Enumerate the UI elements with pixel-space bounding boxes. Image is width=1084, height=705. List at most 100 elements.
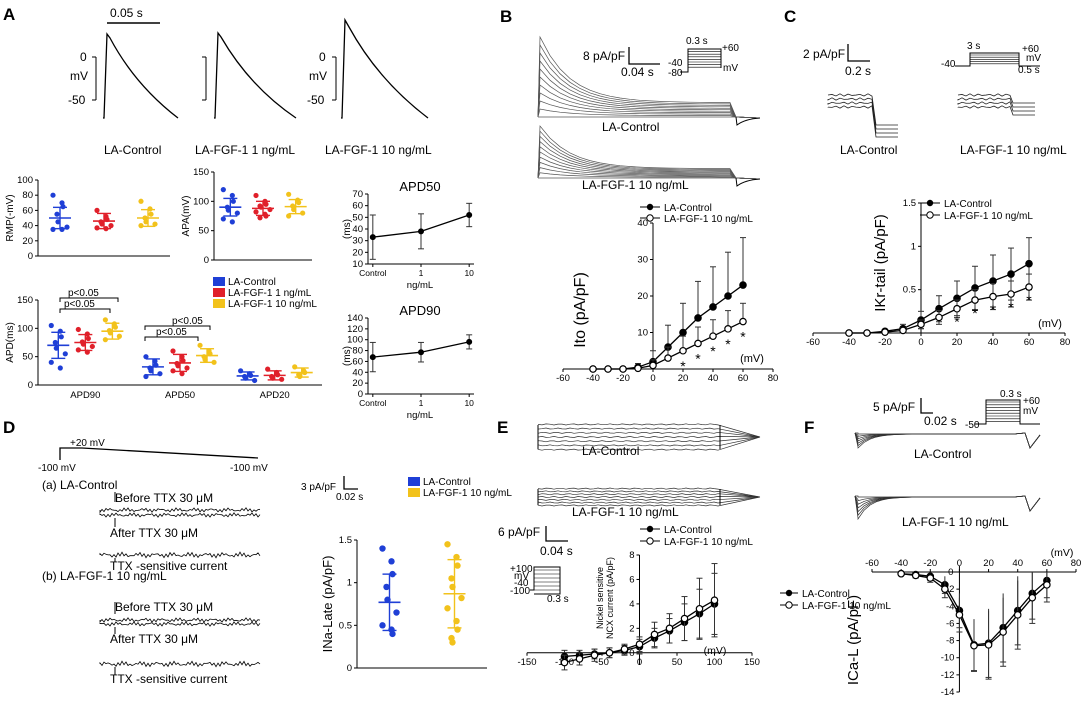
y-tick-label: 20 xyxy=(637,291,648,302)
significance-star: * xyxy=(1008,299,1014,315)
series-marker xyxy=(724,325,732,333)
current-trace xyxy=(537,431,761,438)
legend-a-control: LA-Control xyxy=(228,277,276,288)
svg-text:0.3 s: 0.3 s xyxy=(686,36,708,47)
x-tick-label: 50 xyxy=(672,657,683,668)
svg-text:-40: -40 xyxy=(514,578,529,589)
y-tick-label: 0.5 xyxy=(339,620,352,631)
data-point xyxy=(148,368,154,374)
svg-text:+60: +60 xyxy=(722,43,739,54)
x-axis-label: ng/mL xyxy=(407,280,433,291)
y-tick-label: 0 xyxy=(347,663,352,674)
series-marker xyxy=(665,624,674,633)
x-tick-label: -150 xyxy=(517,657,536,668)
ncx-trace-group xyxy=(530,423,761,595)
ina-protocol-top: +20 mV xyxy=(70,438,105,449)
ikr-scale-bar xyxy=(847,44,870,62)
current-trace xyxy=(537,68,761,119)
significance-star: * xyxy=(990,302,996,318)
significance-star: * xyxy=(954,314,960,330)
x-tick-label: 60 xyxy=(1024,337,1035,348)
legend-label-control: LA-Control xyxy=(802,589,850,600)
data-point xyxy=(52,339,58,346)
x-tick-label: -20 xyxy=(878,337,892,348)
current-trace xyxy=(537,490,761,498)
legend-swatch-control xyxy=(213,277,225,286)
y-axis-label-1: Nickel sensitive xyxy=(595,567,605,629)
ina-time-label: 0.02 s xyxy=(336,492,363,503)
x-tick-label: 10 xyxy=(464,398,474,408)
sig-apd50-a: p<0.05 xyxy=(172,316,203,327)
series-marker xyxy=(418,228,425,235)
ina-b-sens-trace xyxy=(99,660,261,668)
protocol-outline xyxy=(955,52,1040,67)
x-tick-label: 60 xyxy=(738,373,749,384)
ical-traces: 5 pA/pF 0.02 s 0.3 s +60 mV -50 LA-Contr… xyxy=(854,389,1040,529)
y-tick-label: 1.5 xyxy=(903,198,916,209)
data-point xyxy=(94,225,100,231)
legend-a-fgf1: LA-FGF-1 1 ng/mL xyxy=(228,288,312,299)
y-axis-label: APA(mV) xyxy=(181,196,192,237)
y-axis-label: RMP(-mV) xyxy=(5,194,16,241)
ito-scale-bar xyxy=(628,47,660,65)
ina-a-after: After TTX 30 μM xyxy=(110,526,198,540)
data-point xyxy=(152,221,158,227)
svg-text:-50: -50 xyxy=(965,420,980,431)
y-tick-label: -10 xyxy=(941,653,955,664)
svg-text:mV: mV xyxy=(309,69,327,83)
x-tick-label: -50 xyxy=(595,657,609,668)
x-tick-label: 40 xyxy=(1012,558,1023,569)
chart-inalate: 0 0.5 1 1.5 INa-Late (pA/pF) xyxy=(320,535,487,674)
current-trace xyxy=(957,93,1035,104)
ikr-label-fgf10: LA-FGF-1 10 ng/mL xyxy=(960,143,1067,157)
ina-a-sens: TTX -sensitive current xyxy=(110,559,228,573)
series-marker xyxy=(863,329,871,337)
y-tick-label: -4 xyxy=(946,601,954,612)
x-tick-label: 0 xyxy=(637,657,642,668)
y-tick-label: 4 xyxy=(629,599,634,610)
x-tick-label: 0 xyxy=(918,337,923,348)
y-tick-label: 100 xyxy=(17,323,33,334)
y-axis-label-2: NCX current (pA/pF) xyxy=(605,557,615,639)
data-point xyxy=(453,553,460,561)
legend-marker-fgf10 xyxy=(646,537,654,545)
series-marker xyxy=(680,614,689,623)
series-marker xyxy=(911,571,920,580)
data-point xyxy=(383,583,390,591)
ina-a-before: Before TTX 30 μM xyxy=(115,491,213,505)
current-trace xyxy=(537,146,761,180)
ina-b-after: After TTX 30 μM xyxy=(110,632,198,646)
data-point xyxy=(197,342,203,348)
current-trace xyxy=(537,92,761,119)
current-trace xyxy=(537,125,761,180)
current-trace xyxy=(537,423,761,438)
legend-marker-fgf10 xyxy=(785,601,793,609)
svg-text:3 s: 3 s xyxy=(967,41,980,52)
ito-protocol-icon: 0.3 s +60 -40 -80 mV xyxy=(668,36,739,79)
ncx-protocol-shape xyxy=(530,566,561,595)
series-marker xyxy=(970,641,978,650)
data-point xyxy=(454,562,461,569)
series-marker xyxy=(1007,270,1015,278)
y-tick-label: 60 xyxy=(22,205,33,216)
series-marker xyxy=(926,574,935,582)
x-tick-label: 80 xyxy=(1071,558,1082,569)
x-tick-label: 40 xyxy=(708,373,719,384)
ikr-trace-group xyxy=(827,52,1040,138)
y-axis-label: IKr-tail (pA/pF) xyxy=(872,214,889,312)
data-point xyxy=(180,358,186,364)
ikr-protocol-icon: 3 s +60 mV -40 0.5 s xyxy=(941,41,1041,76)
data-point xyxy=(379,622,386,629)
ap-trace-fgf10 xyxy=(341,17,429,119)
current-trace xyxy=(537,161,761,180)
x-tick-label: 60 xyxy=(1042,558,1053,569)
panel-label-b: B xyxy=(500,7,512,26)
series-marker xyxy=(694,339,702,348)
series-marker xyxy=(999,628,1007,636)
series-marker xyxy=(418,349,425,356)
x-tick-label: -60 xyxy=(806,337,820,348)
current-trace xyxy=(537,140,761,180)
y-tick-label: 1 xyxy=(911,241,916,252)
legend-marker-control xyxy=(646,203,654,211)
